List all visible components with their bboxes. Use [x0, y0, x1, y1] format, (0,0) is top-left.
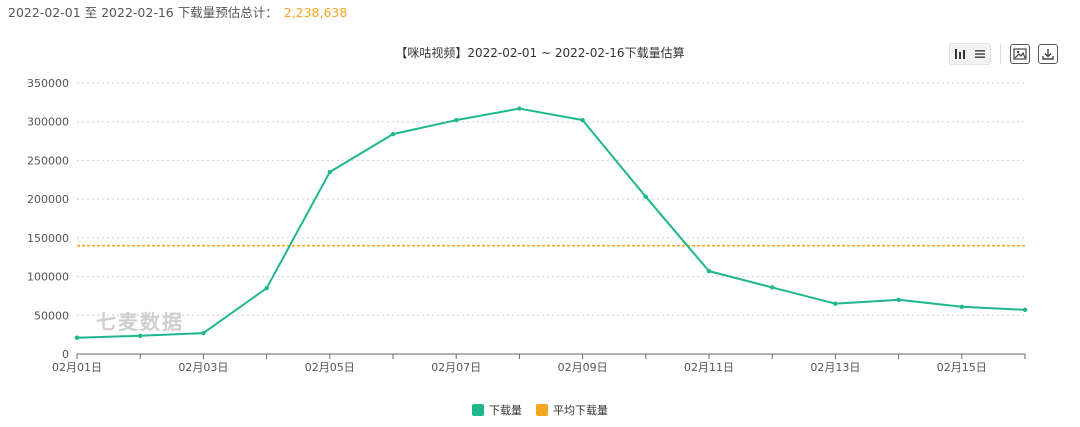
x-tick-label: 02月07日: [431, 361, 481, 374]
data-point: [959, 304, 964, 309]
data-point: [454, 117, 459, 123]
legend-swatch-downloads: [472, 404, 484, 416]
summary-label: 2022-02-01 至 2022-02-16 下载量预估总计：: [8, 5, 278, 20]
x-tick-label: 02月05日: [305, 361, 355, 374]
data-point: [1022, 307, 1028, 313]
toolbar-divider: [1000, 44, 1001, 64]
data-point: [770, 285, 775, 290]
x-tick-label: 02月09日: [558, 361, 608, 374]
legend-swatch-average: [536, 404, 548, 416]
data-point: [643, 194, 648, 200]
y-tick-label: 250000: [27, 154, 69, 167]
data-point: [327, 169, 332, 175]
download-line-chart: 【咪咕视频】2022-02-01 ~ 2022-02-16下载量估算 0 50000…: [27, 45, 1028, 374]
watermark-text: 七麦数据: [96, 310, 184, 334]
x-tick-label: 02月13日: [810, 361, 860, 374]
y-tick-label: 350000: [27, 77, 69, 90]
download-icon[interactable]: [1038, 44, 1058, 64]
legend-item-average[interactable]: 平均下载量: [536, 402, 608, 418]
y-tick-label: 50000: [34, 309, 69, 322]
data-point: [201, 330, 206, 336]
downloads-line: [76, 107, 1026, 339]
data-point: [390, 131, 396, 137]
data-point: [74, 335, 80, 340]
y-tick-label: 200000: [27, 193, 69, 206]
summary-total: 2,238,638: [283, 5, 348, 20]
x-tick-label: 02月15日: [937, 361, 987, 374]
y-tick-label: 150000: [27, 232, 69, 245]
y-tick-label: 300000: [27, 116, 69, 129]
x-tick-label: 02月11日: [684, 361, 734, 374]
data-point: [580, 117, 585, 123]
image-icon[interactable]: [1010, 44, 1030, 64]
chart-legend: 下载量 平均下载量: [0, 402, 1080, 418]
data-point: [896, 297, 901, 302]
legend-label-average: 平均下载量: [553, 404, 608, 417]
y-tick-label: 100000: [27, 271, 69, 284]
legend-item-downloads[interactable]: 下载量: [472, 402, 522, 418]
summary-text: 2022-02-01 至 2022-02-16 下载量预估总计： 2,238,63…: [8, 4, 347, 22]
chart-view-toggle: [949, 43, 991, 65]
data-point: [517, 106, 522, 111]
data-point: [138, 333, 143, 339]
x-tick-label: 02月01日: [52, 361, 102, 374]
data-point: [706, 268, 712, 274]
legend-label-downloads: 下载量: [489, 404, 522, 417]
bar-chart-icon[interactable]: [950, 44, 970, 64]
x-tick-label: 02月03日: [178, 361, 228, 374]
data-point: [833, 301, 838, 306]
chart-toolbar: [949, 43, 1058, 65]
data-point: [264, 285, 269, 291]
list-icon[interactable]: [970, 44, 990, 64]
y-tick-label: 0: [62, 348, 69, 361]
chart-title: 【咪咕视频】2022-02-01 ~ 2022-02-16下载量估算: [395, 45, 684, 60]
